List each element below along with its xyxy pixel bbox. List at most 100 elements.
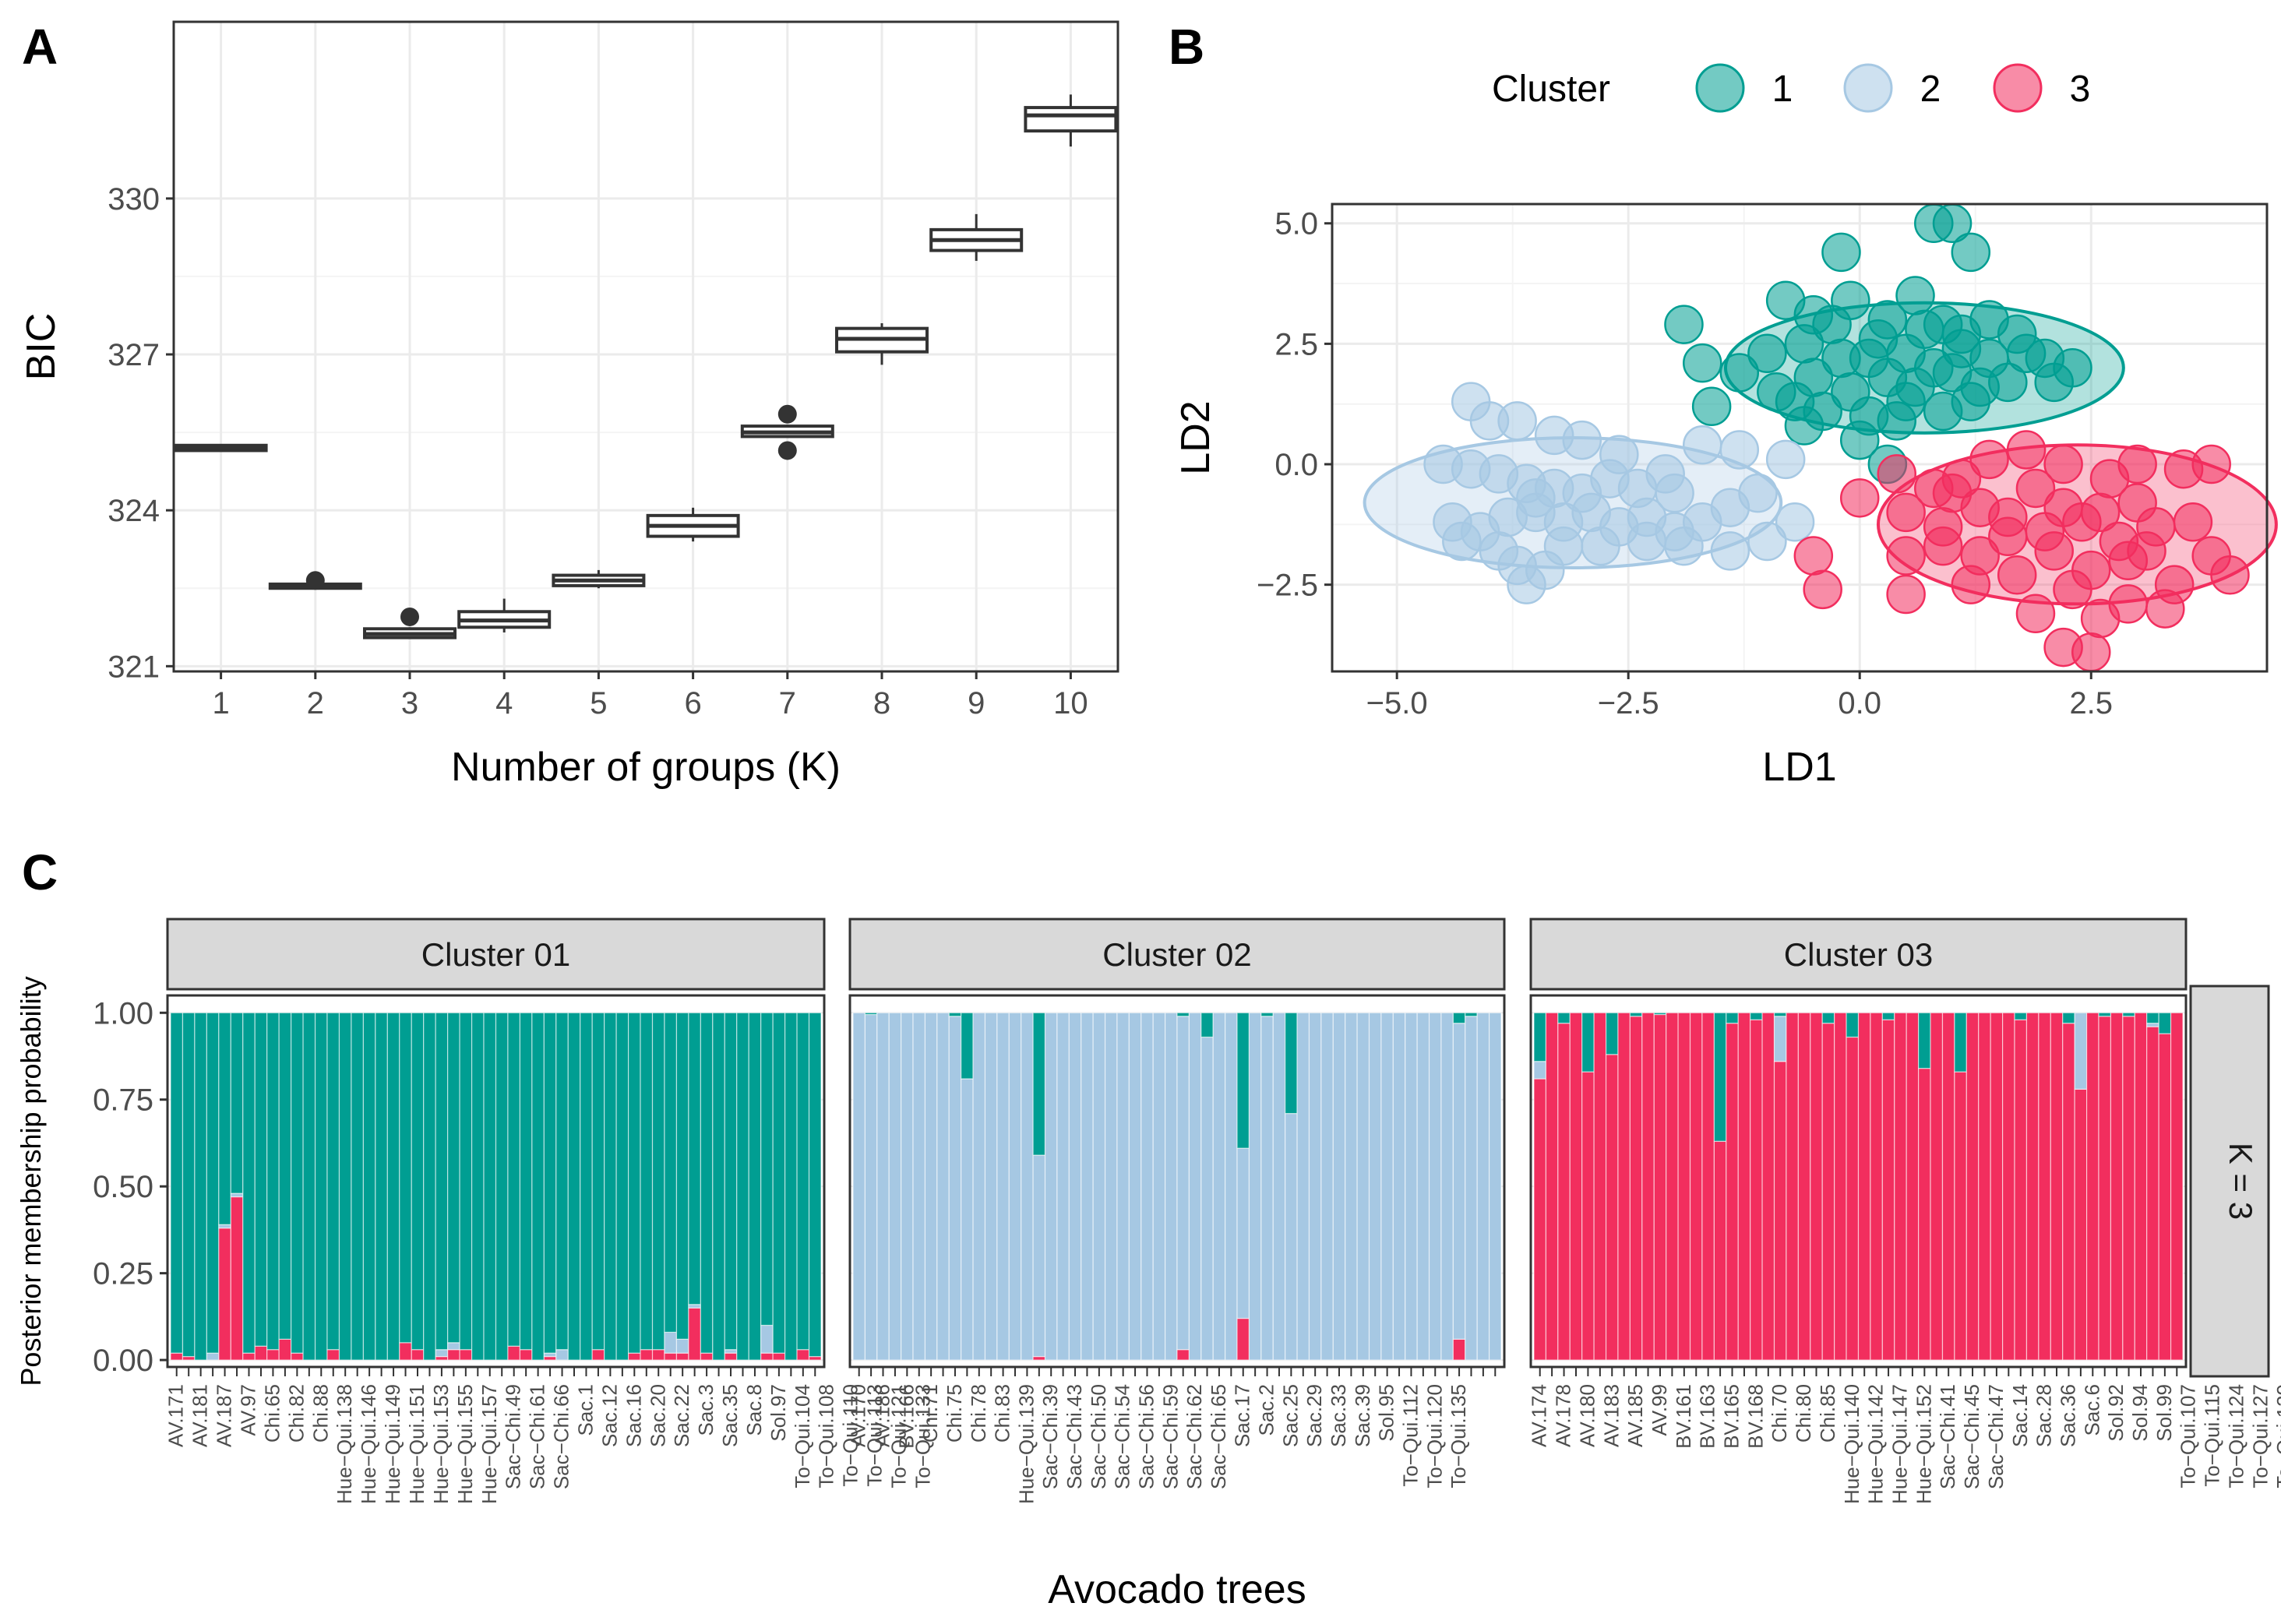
membership-bar-segment bbox=[1152, 1012, 1166, 1361]
membership-bar-segment bbox=[435, 1012, 449, 1351]
membership-bar-segment bbox=[1761, 1012, 1775, 1361]
membership-bar-segment bbox=[242, 1012, 256, 1354]
membership-bar-segment bbox=[278, 1012, 292, 1340]
facet-border bbox=[166, 994, 826, 1369]
membership-bar-segment bbox=[1068, 1012, 1082, 1361]
cluster-3-point bbox=[1988, 516, 2028, 557]
cluster-1-point bbox=[1821, 232, 1861, 273]
membership-bar-segment bbox=[1906, 1012, 1920, 1361]
x-tick-label: Sol.92 bbox=[2104, 1384, 2128, 1442]
cluster-1-point bbox=[1747, 333, 1787, 374]
x-tick-label: Sac.16 bbox=[622, 1384, 645, 1447]
cluster-1-point bbox=[1812, 305, 1852, 344]
membership-bar-segment bbox=[651, 1012, 665, 1351]
membership-bar-segment bbox=[507, 1012, 521, 1347]
cluster-3-point bbox=[1886, 492, 1926, 533]
membership-bar-segment bbox=[1894, 1012, 1907, 1361]
y-tick-label: 321 bbox=[108, 650, 160, 684]
x-tick-label: Sac−Chi.43 bbox=[1063, 1384, 1086, 1489]
cluster-3-point bbox=[1803, 569, 1842, 610]
membership-bar-segment bbox=[1533, 1061, 1547, 1080]
membership-bar-segment bbox=[1713, 1012, 1727, 1142]
membership-bar-segment bbox=[876, 1012, 890, 1361]
membership-bar-segment bbox=[1726, 1023, 1739, 1361]
membership-bar-segment bbox=[206, 1012, 220, 1354]
x-tick-label: 9 bbox=[968, 686, 985, 720]
membership-bar-segment bbox=[1821, 1012, 1835, 1024]
membership-bar-segment bbox=[218, 1228, 231, 1361]
cluster-3-point bbox=[2080, 492, 2121, 533]
membership-bar-segment bbox=[1021, 1012, 1034, 1361]
x-tick-label: To−Qui.112 bbox=[1398, 1384, 1422, 1487]
membership-bar-segment bbox=[1272, 1012, 1286, 1361]
cluster-3-point bbox=[2034, 531, 2074, 571]
cluster-2-point bbox=[1479, 531, 1519, 571]
x-tick-label: 1 bbox=[212, 686, 229, 720]
membership-bar-segment bbox=[852, 1012, 866, 1361]
cluster-1-point bbox=[1719, 353, 1760, 393]
membership-bar-segment bbox=[664, 1331, 678, 1354]
legend-key-3 bbox=[1993, 63, 2043, 113]
membership-bar-segment bbox=[1452, 1023, 1466, 1340]
x-tick-label: Sac−Chi.45 bbox=[1960, 1384, 1983, 1489]
x-tick-label: Sol.99 bbox=[2152, 1384, 2176, 1442]
membership-bar-segment bbox=[627, 1012, 641, 1354]
x-tick-label: Sac.22 bbox=[670, 1384, 693, 1447]
x-tick-label: Hue−Qui.155 bbox=[453, 1384, 477, 1504]
membership-bar-segment bbox=[182, 1012, 196, 1358]
membership-bar-segment bbox=[1773, 1012, 1787, 1017]
cluster-2-point bbox=[1543, 526, 1584, 566]
x-tick-label: To−Qui.120 bbox=[1423, 1384, 1446, 1488]
membership-bar-segment bbox=[1965, 1012, 1980, 1361]
facet-strip-right bbox=[2189, 985, 2270, 1378]
membership-bar-segment bbox=[688, 1304, 701, 1309]
membership-bar-segment bbox=[495, 1012, 509, 1361]
box-iqr bbox=[1024, 106, 1118, 133]
membership-bar-segment bbox=[1488, 1012, 1502, 1361]
cluster-2-point bbox=[1627, 521, 1667, 562]
membership-bar-segment bbox=[1557, 1023, 1571, 1361]
membership-bar-segment bbox=[948, 1016, 962, 1361]
cluster-3-point bbox=[2210, 555, 2250, 595]
membership-bar-segment bbox=[1857, 1012, 1871, 1361]
x-tick-label: Sol.95 bbox=[1375, 1384, 1398, 1442]
membership-bar-segment bbox=[924, 1012, 938, 1361]
box-outlier bbox=[305, 571, 325, 590]
membership-bar-segment bbox=[1032, 1356, 1046, 1361]
cluster-2-point bbox=[1655, 473, 1694, 513]
membership-bar-segment bbox=[796, 1012, 810, 1351]
membership-bar-segment bbox=[675, 1012, 689, 1340]
x-tick-label: BV.163 bbox=[1696, 1384, 1719, 1449]
cluster-1-point bbox=[1895, 276, 1935, 315]
x-tick-label: Hue−Qui.147 bbox=[1888, 1384, 1911, 1504]
membership-bar-segment bbox=[2014, 1019, 2028, 1361]
membership-bar-segment bbox=[888, 1012, 902, 1361]
cluster-3-point bbox=[1932, 473, 1973, 513]
membership-bar-segment bbox=[901, 1012, 914, 1361]
x-tick-label: BV.161 bbox=[1672, 1384, 1695, 1449]
membership-bar-segment bbox=[1285, 1112, 1298, 1361]
membership-bar-segment bbox=[1260, 1012, 1274, 1017]
membership-bar-segment bbox=[326, 1349, 340, 1361]
x-tick-label: Hue−Qui.146 bbox=[357, 1384, 380, 1504]
membership-bar-segment bbox=[338, 1012, 352, 1361]
x-tick-label: Sac−Chi.61 bbox=[526, 1384, 549, 1489]
membership-bar-segment bbox=[507, 1345, 521, 1361]
membership-bar-segment bbox=[984, 1012, 998, 1361]
membership-bar-segment bbox=[1416, 1012, 1430, 1361]
x-tick-label: Sac.17 bbox=[1231, 1384, 1254, 1447]
x-tick-label: Sac.8 bbox=[742, 1384, 766, 1436]
membership-bar-segment bbox=[2134, 1012, 2148, 1361]
membership-bar-segment bbox=[736, 1012, 749, 1361]
membership-bar-segment bbox=[1332, 1012, 1346, 1361]
y-tick-label: 1.00 bbox=[93, 996, 153, 1030]
x-tick-label: Chi.70 bbox=[1768, 1384, 1791, 1443]
facet-strip-label: Cluster 03 bbox=[1784, 936, 1933, 973]
membership-bar-segment bbox=[2146, 1023, 2159, 1027]
membership-bar-segment bbox=[912, 1012, 926, 1361]
box-outlier bbox=[777, 404, 797, 424]
x-tick-label: Hue−Qui.151 bbox=[405, 1384, 428, 1504]
x-tick-label: Sac−Chi.50 bbox=[1087, 1384, 1110, 1489]
cluster-2-point bbox=[1442, 521, 1482, 562]
membership-bar-segment bbox=[1345, 1012, 1358, 1361]
